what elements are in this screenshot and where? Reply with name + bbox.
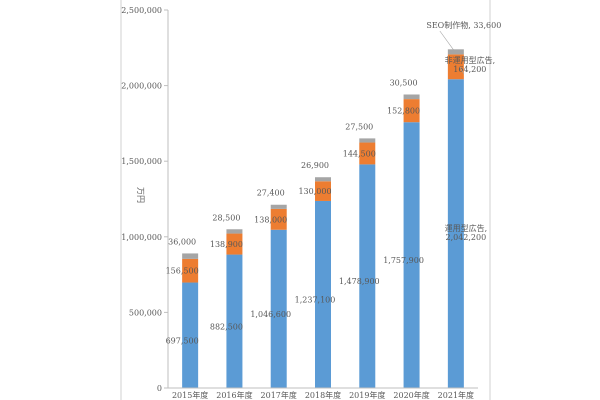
data-label: 28,500 — [212, 213, 240, 222]
data-label: 882,500 — [210, 322, 243, 331]
y-axis: 0 500,000 1,000,000 1,500,000 2,000,000 2,500… — [121, 6, 169, 393]
bar-segment — [270, 229, 287, 388]
bar-segment — [182, 253, 199, 259]
y-tick-label: 0 — [157, 384, 162, 393]
x-tick-label: 2021年度 — [438, 390, 474, 400]
bar-segment — [270, 208, 287, 230]
data-label-line: 運用型広告, — [445, 223, 488, 233]
bar-segment — [226, 233, 243, 255]
y-tick-label: 1,500,000 — [121, 157, 162, 166]
data-label: 152,800 — [387, 107, 420, 116]
data-label: 27,500 — [345, 122, 373, 131]
bar-segment — [359, 142, 376, 165]
bar-segment — [315, 177, 331, 182]
leader-line — [459, 66, 465, 75]
data-label: 36,000 — [168, 237, 196, 246]
y-tick-label: 2,500,000 — [121, 6, 162, 15]
data-label: 1,478,900 — [339, 277, 380, 286]
x-tick-label: 2015年度 — [172, 390, 208, 400]
data-labels: 697,500 156,500 36,000 882,500 138,900 28,500… — [166, 20, 502, 345]
bar-segment — [447, 54, 464, 80]
bar-segment — [447, 49, 464, 55]
data-label: 697,500 — [166, 336, 199, 345]
bar-segment — [403, 122, 420, 389]
bar-segment — [403, 99, 420, 123]
bars — [182, 49, 464, 389]
data-label: 138,000 — [254, 215, 287, 224]
data-label: 144,500 — [343, 149, 376, 158]
x-axis: 2015年度 2016年度 2017年度 2018年度 2019年度 2020年度 2021… — [168, 387, 478, 400]
data-label-line: 2,042,200 — [445, 233, 486, 242]
data-label: 30,500 — [390, 78, 418, 87]
data-label: 1,237,100 — [295, 295, 336, 304]
data-label: 1,046,600 — [250, 310, 291, 319]
bar-segment — [226, 229, 243, 234]
bar-segment — [315, 200, 331, 388]
bar-segment — [182, 258, 199, 283]
x-tick-label: 2017年度 — [261, 390, 297, 400]
leader-line — [439, 30, 455, 51]
data-label-line: 非運用型広告, — [445, 55, 496, 65]
data-label: 138,900 — [210, 240, 243, 249]
data-label: 26,900 — [301, 161, 329, 170]
data-label-line: 164,200 — [453, 65, 486, 74]
data-label: 130,000 — [298, 187, 331, 196]
x-tick-label: 2016年度 — [216, 390, 252, 400]
x-tick-label: 2020年度 — [393, 390, 429, 400]
bar-segment — [182, 282, 199, 388]
data-label: 1,757,900 — [383, 256, 424, 265]
y-tick-label: 2,000,000 — [121, 82, 162, 91]
bar-segment — [403, 94, 420, 100]
bar-segment — [270, 204, 287, 209]
bar-segment — [359, 164, 376, 388]
y-axis-title: 万円 — [136, 187, 145, 203]
data-label: SEO制作物, 33,600 — [426, 20, 501, 30]
y-tick-label: 1,000,000 — [121, 233, 162, 242]
data-label: 非運用型広告, 164,200 — [445, 55, 496, 74]
bar-segment — [359, 138, 376, 143]
bar-segment — [315, 181, 331, 201]
data-label: 27,400 — [257, 189, 285, 198]
bar-segment — [226, 254, 243, 388]
x-tick-label: 2019年度 — [349, 390, 385, 400]
y-tick-label: 500,000 — [129, 308, 162, 317]
data-label: 156,500 — [166, 267, 199, 276]
data-label: 運用型広告, 2,042,200 — [445, 223, 488, 242]
x-tick-label: 2018年度 — [305, 390, 341, 400]
bar-segment — [447, 79, 464, 388]
